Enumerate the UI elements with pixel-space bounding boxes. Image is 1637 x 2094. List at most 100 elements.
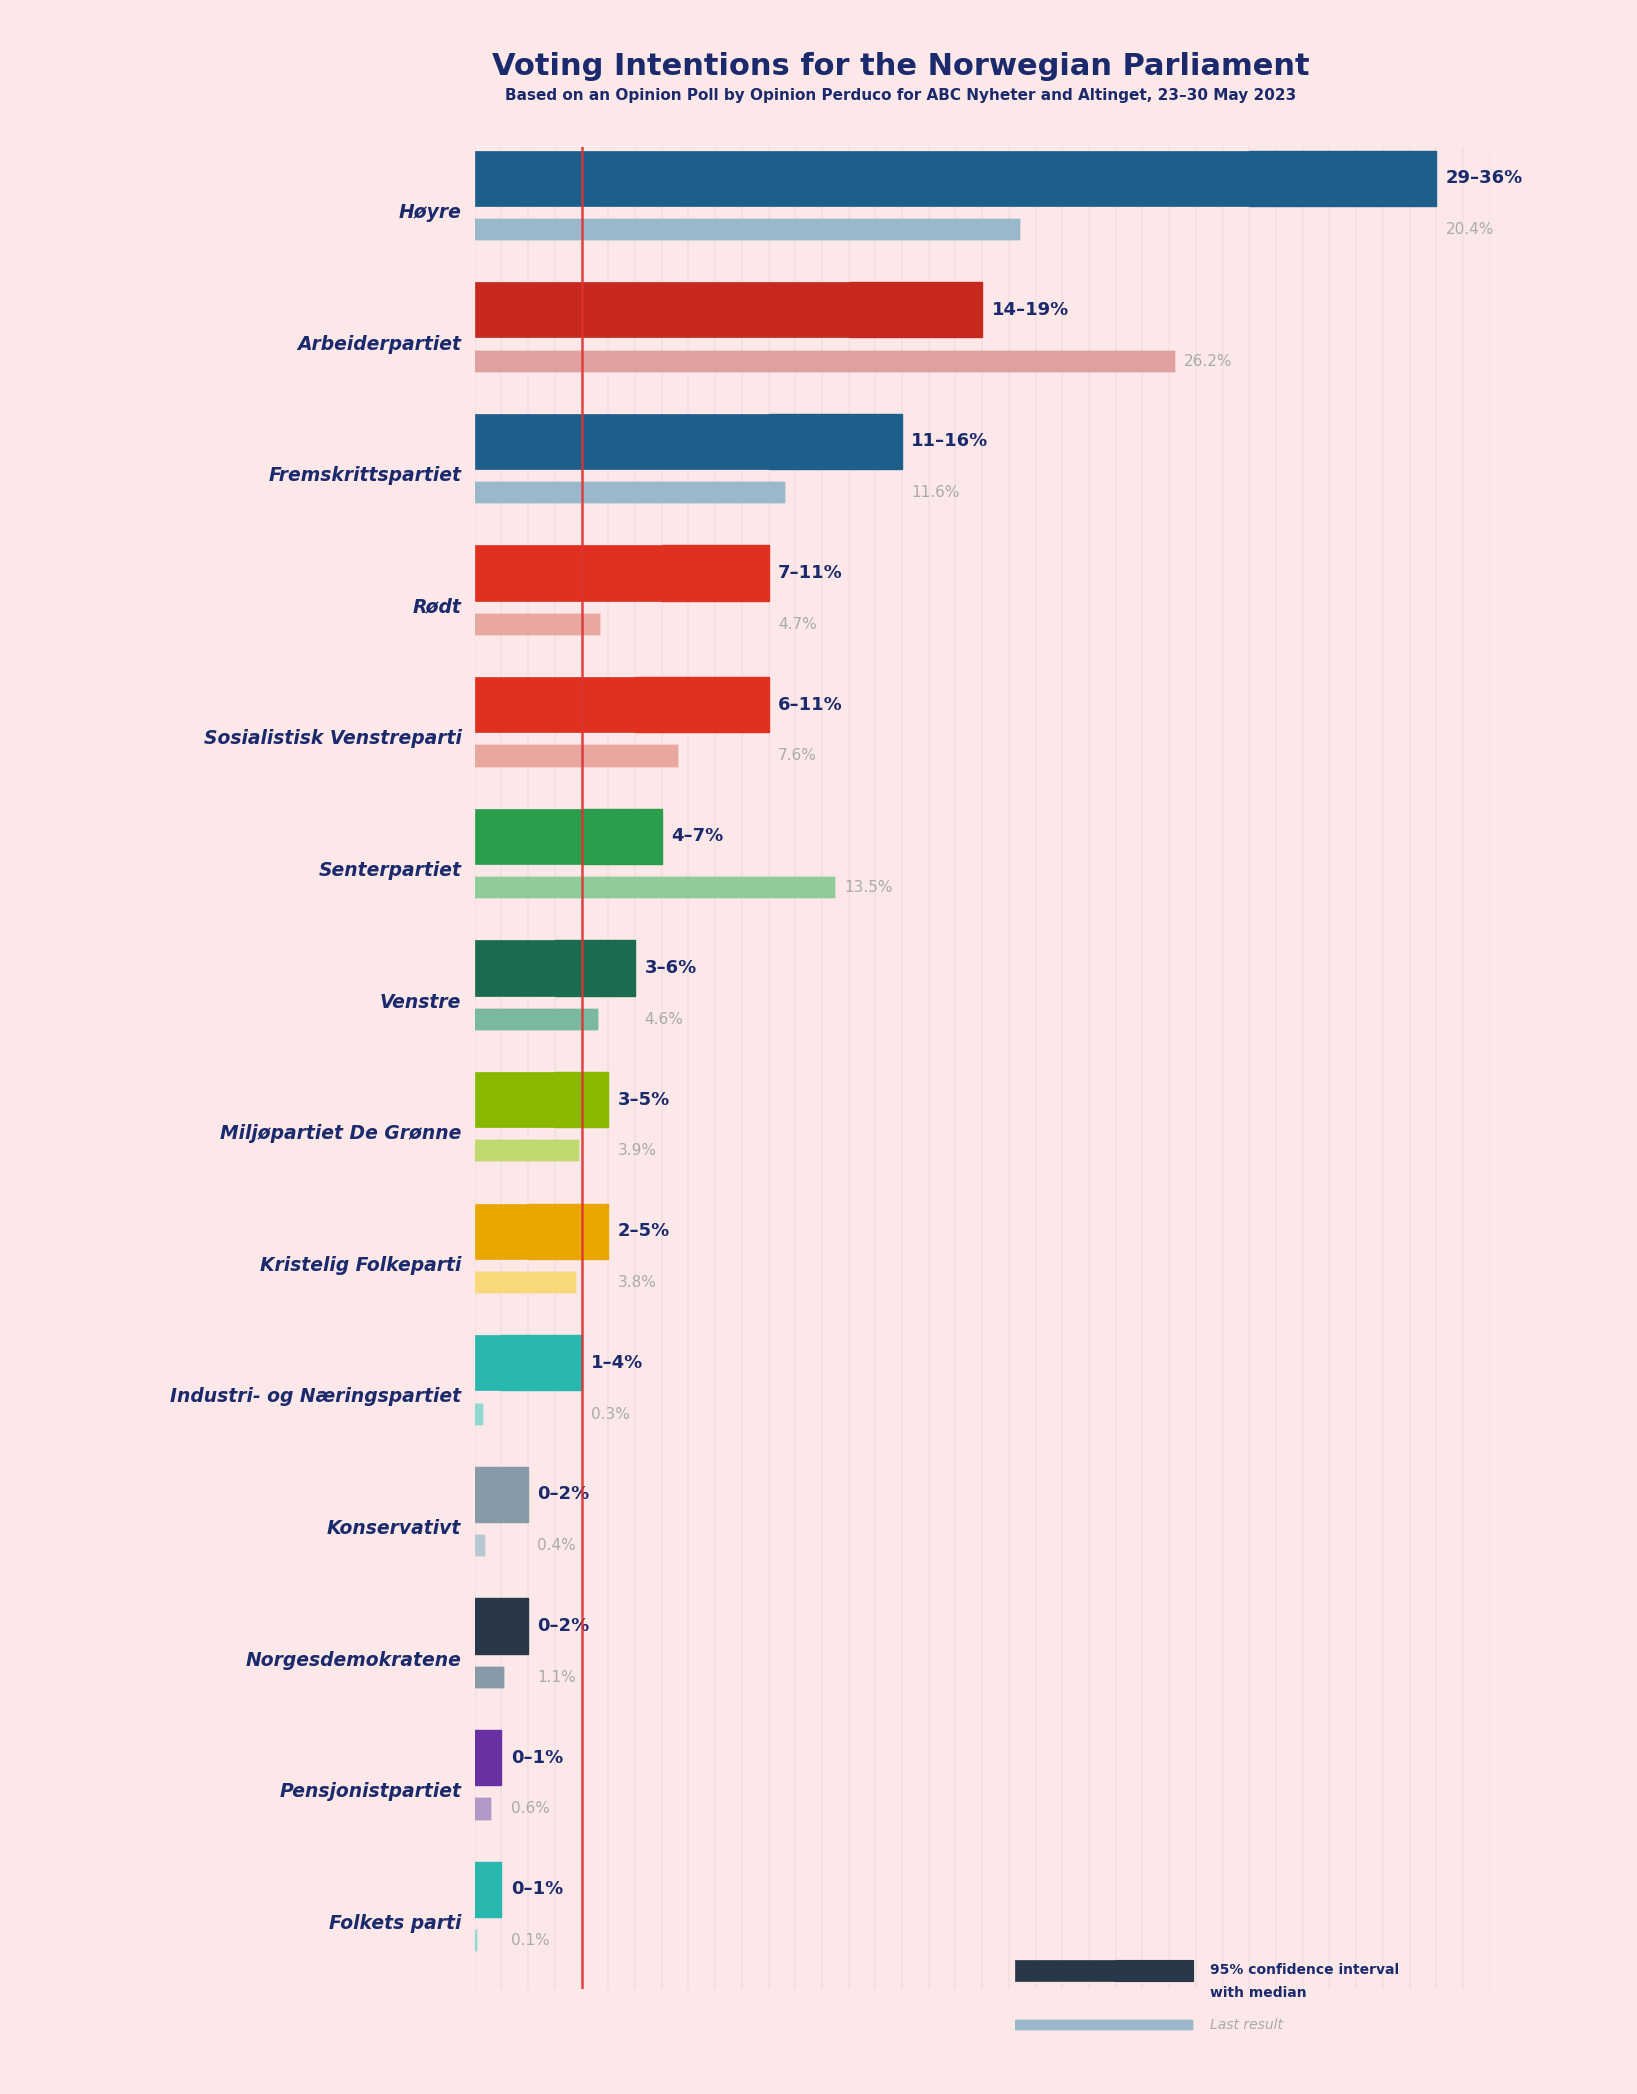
Text: 0.3%: 0.3% [591,1407,630,1422]
Bar [475,283,848,337]
Text: 0–1%: 0–1% [511,1748,563,1767]
Text: 11.6%: 11.6% [912,486,959,500]
Text: Arbeiderpartiet: Arbeiderpartiet [298,335,462,354]
Bar [475,1403,483,1424]
Bar [475,1403,483,1424]
Bar [475,1466,529,1522]
Bar [475,1931,478,1952]
Bar [475,1141,579,1162]
Text: 0–2%: 0–2% [537,1617,589,1635]
Text: 7.6%: 7.6% [778,748,817,764]
Text: 4.6%: 4.6% [645,1011,683,1026]
Text: with median: with median [1210,1987,1306,2000]
Text: Høyre: Høyre [398,203,462,222]
Bar [475,1072,555,1127]
Text: 3–5%: 3–5% [617,1091,670,1108]
Bar [661,544,768,601]
Bar [501,1336,581,1390]
Bar [475,544,661,601]
Text: 0.4%: 0.4% [537,1539,576,1554]
Text: Pensjonistpartiet: Pensjonistpartiet [280,1782,462,1801]
Text: 3.8%: 3.8% [617,1275,656,1290]
Text: 6–11%: 6–11% [778,695,843,714]
Text: Miljøpartiet De Grønne: Miljøpartiet De Grønne [219,1124,462,1143]
Text: Kristelig Folkeparti: Kristelig Folkeparti [260,1256,462,1275]
Text: 3.9%: 3.9% [617,1143,656,1158]
Bar [475,745,678,766]
Bar [475,877,835,898]
Text: 95% confidence interval: 95% confidence interval [1210,1964,1400,1977]
Bar [475,614,601,634]
Text: Last result: Last result [1210,2019,1283,2031]
Text: 1.1%: 1.1% [537,1669,576,1686]
Text: Industri- og Næringspartiet: Industri- og Næringspartiet [170,1388,462,1407]
Bar [475,350,1174,371]
Bar [475,1667,504,1688]
Text: 11–16%: 11–16% [912,433,989,450]
Bar [529,1204,609,1258]
Bar [475,614,601,634]
Bar [475,151,1249,205]
Bar [475,676,635,733]
Bar [475,482,784,503]
Bar [475,1271,576,1292]
Bar [475,1931,478,1952]
Bar [635,676,768,733]
Bar [475,1009,598,1030]
Text: Voting Intentions for the Norwegian Parliament: Voting Intentions for the Norwegian Parl… [491,52,1310,82]
Text: 14–19%: 14–19% [992,302,1069,318]
Bar [475,1271,576,1292]
Text: Fremskrittspartiet: Fremskrittspartiet [268,467,462,486]
Text: 0–1%: 0–1% [511,1880,563,1899]
Bar [475,220,1020,241]
Text: Venstre: Venstre [380,993,462,1011]
Bar [475,1204,529,1258]
Bar [475,808,581,865]
Text: Based on an Opinion Poll by Opinion Perduco for ABC Nyheter and Altinget, 23–30 : Based on an Opinion Poll by Opinion Perd… [504,88,1297,103]
Text: 0.6%: 0.6% [511,1801,550,1815]
Bar [555,940,635,995]
Bar [581,808,661,865]
Bar [475,1535,486,1556]
Text: Sosialistisk Venstreparti: Sosialistisk Venstreparti [203,729,462,748]
Text: Konservativt: Konservativt [327,1518,462,1539]
Bar [475,415,768,469]
Text: 13.5%: 13.5% [845,879,894,894]
Bar [475,1730,501,1786]
Bar [475,1862,501,1916]
Bar [475,1598,529,1654]
Bar [848,283,982,337]
Text: 0–2%: 0–2% [537,1485,589,1503]
Bar [475,940,555,995]
Text: 4.7%: 4.7% [778,618,817,632]
Text: 3–6%: 3–6% [645,959,697,978]
Bar [475,1799,491,1820]
Bar [475,877,835,898]
Text: Senterpartiet: Senterpartiet [318,861,462,879]
Text: 7–11%: 7–11% [778,563,843,582]
Text: 2–5%: 2–5% [617,1223,670,1240]
Text: 0.1%: 0.1% [511,1933,550,1947]
Bar [475,1141,579,1162]
Bar [1015,1960,1115,1981]
Text: Rødt: Rødt [413,597,462,618]
Text: 26.2%: 26.2% [1184,354,1233,369]
Bar [475,1667,504,1688]
Bar [1249,151,1436,205]
Bar [1115,1960,1193,1981]
Bar [768,415,902,469]
Text: 1–4%: 1–4% [591,1355,643,1372]
Bar [475,1799,491,1820]
Text: 29–36%: 29–36% [1445,170,1522,186]
Bar [475,1009,598,1030]
Bar [475,1336,501,1390]
Text: 4–7%: 4–7% [671,827,724,846]
Bar [475,350,1174,371]
Bar [475,745,678,766]
Bar [555,1072,609,1127]
Text: Norgesdemokratene: Norgesdemokratene [246,1650,462,1669]
Bar [1015,2021,1193,2031]
Text: Folkets parti: Folkets parti [329,1914,462,1933]
Bar [475,220,1020,241]
Bar [475,482,784,503]
